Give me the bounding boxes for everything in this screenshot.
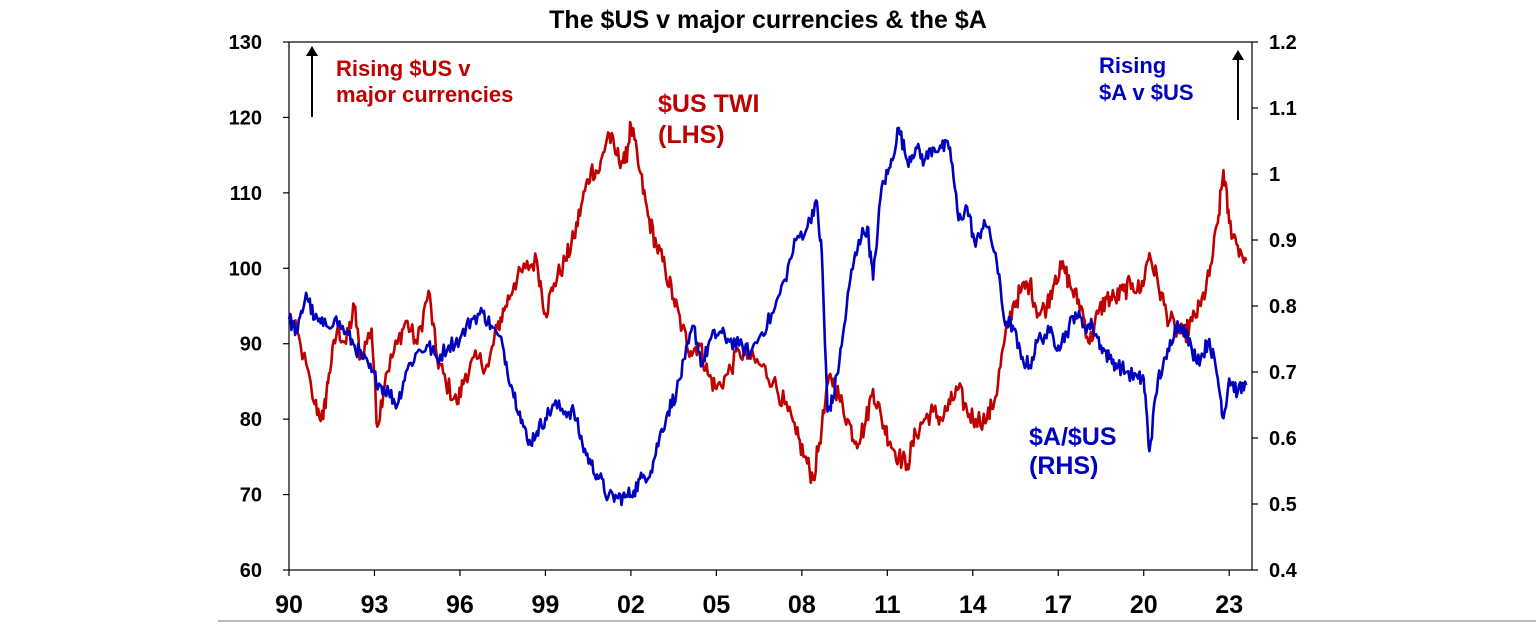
left-tick-label: 90 xyxy=(240,334,262,356)
left-tick-label: 130 xyxy=(229,32,262,54)
left-arrow-text-line2: major currencies xyxy=(336,82,513,107)
twi-series-label-line2: (LHS) xyxy=(658,121,725,149)
x-tick-label: 14 xyxy=(959,591,987,619)
right-tick-label: 0.7 xyxy=(1269,362,1297,384)
series-layer xyxy=(287,120,1248,507)
chart-title: The $US v major currencies & the $A xyxy=(549,6,987,34)
right-tick-label: 1.1 xyxy=(1269,98,1297,120)
right-axis: 0.4 0.5 0.6 0.7 0.8 0.9 1 1.1 1.2 xyxy=(1252,32,1298,582)
x-tick-label: 96 xyxy=(446,591,474,619)
twi-series-label-line1: $US TWI xyxy=(658,90,759,118)
left-up-arrow xyxy=(306,46,318,117)
right-tick-label: 0.9 xyxy=(1269,230,1297,252)
right-tick-label: 0.4 xyxy=(1269,560,1298,582)
left-tick-label: 60 xyxy=(240,560,262,582)
x-tick-label: 20 xyxy=(1130,591,1158,619)
right-arrow-text-line1: Rising xyxy=(1099,53,1166,78)
left-tick-label: 70 xyxy=(240,485,262,507)
left-tick-label: 120 xyxy=(229,107,262,129)
x-tick-label: 02 xyxy=(617,591,645,619)
x-tick-label: 11 xyxy=(874,591,901,619)
series-line-aud xyxy=(287,126,1248,507)
right-tick-label: 0.5 xyxy=(1269,494,1297,516)
left-tick-label: 110 xyxy=(230,183,262,205)
right-tick-label: 0.6 xyxy=(1269,428,1297,450)
series-line-twi xyxy=(288,120,1248,485)
x-tick-label: 05 xyxy=(702,591,730,619)
left-arrow-text-line1: Rising $US v xyxy=(336,56,471,81)
x-tick-label: 99 xyxy=(532,591,560,619)
right-tick-label: 1 xyxy=(1269,164,1280,186)
x-tick-label: 93 xyxy=(361,591,389,619)
x-axis: 90 93 96 99 02 05 08 11 14 17 20 23 xyxy=(275,570,1243,619)
left-tick-label: 100 xyxy=(229,258,262,280)
x-tick-label: 08 xyxy=(788,591,816,619)
left-axis: 60 70 80 90 100 110 120 130 xyxy=(229,32,289,582)
right-arrow-text-line2: $A v $US xyxy=(1099,80,1194,105)
right-up-arrow xyxy=(1232,50,1244,120)
x-tick-label: 90 xyxy=(275,591,303,619)
x-tick-label: 17 xyxy=(1044,591,1072,619)
aud-series-label-line2: (RHS) xyxy=(1029,452,1098,480)
x-tick-label: 23 xyxy=(1215,591,1243,619)
right-tick-label: 0.8 xyxy=(1269,296,1297,318)
left-tick-label: 80 xyxy=(240,409,262,431)
aud-series-label-line1: $A/$US xyxy=(1029,423,1117,451)
plot-area xyxy=(288,41,1253,571)
right-tick-label: 1.2 xyxy=(1269,32,1297,54)
